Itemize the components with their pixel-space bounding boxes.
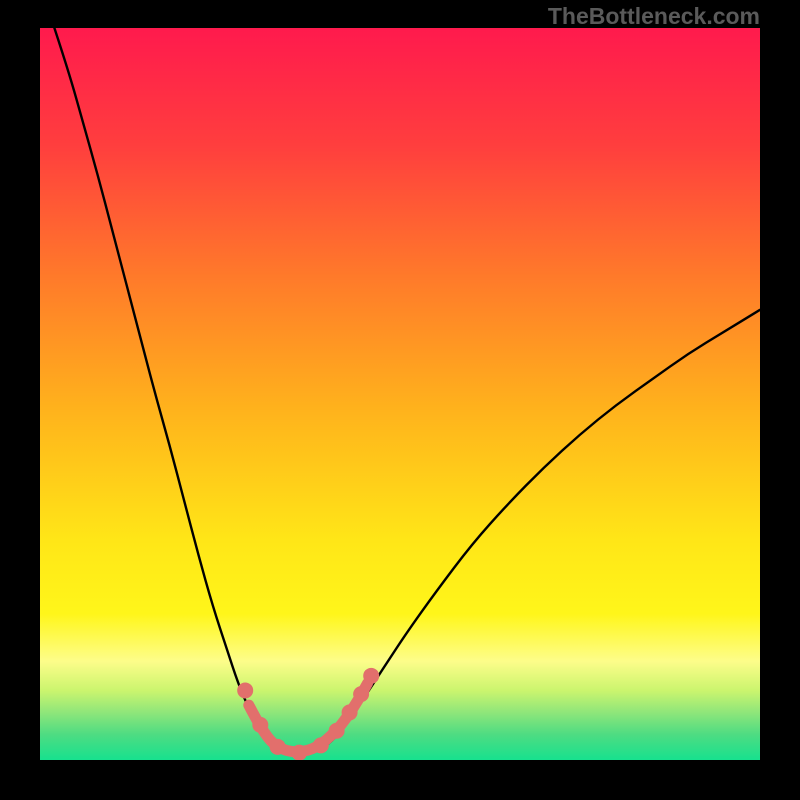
watermark-text: TheBottleneck.com: [548, 3, 760, 30]
highlight-dot: [329, 723, 345, 739]
highlight-dot: [342, 704, 358, 720]
highlight-dot: [291, 745, 307, 761]
highlight-dot: [237, 682, 253, 698]
highlight-dot: [363, 668, 379, 684]
highlight-dot: [270, 739, 286, 755]
gradient-background: [40, 28, 760, 760]
highlight-dot: [353, 686, 369, 702]
plot-svg: [0, 0, 800, 800]
highlight-dot: [252, 717, 268, 733]
highlight-dot: [313, 737, 329, 753]
